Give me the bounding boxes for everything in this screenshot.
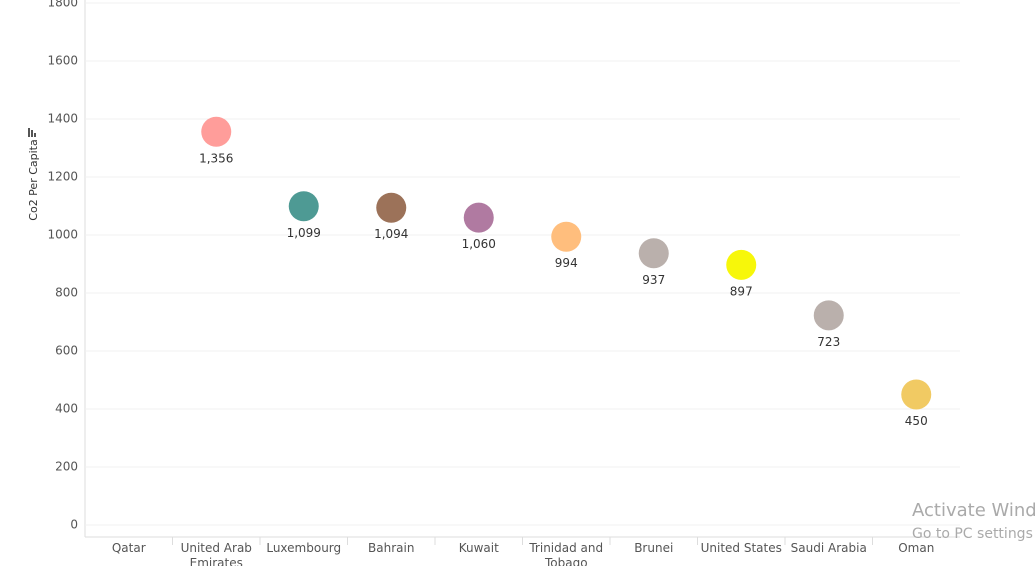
x-tick-label: Saudi Arabia: [790, 541, 867, 555]
data-label: 1,094: [374, 227, 408, 241]
data-label: 897: [730, 284, 753, 298]
x-tick-label: Brunei: [634, 541, 674, 555]
y-tick-label: 0: [70, 518, 78, 532]
y-tick-label: 1800: [47, 0, 78, 10]
data-label: 1,060: [462, 237, 496, 251]
x-tick-label: Bahrain: [368, 541, 415, 555]
y-tick-label: 400: [55, 402, 78, 416]
x-tick-label: Qatar: [111, 541, 146, 555]
y-tick-label: 1000: [47, 228, 78, 242]
x-tick-label: Luxembourg: [266, 541, 342, 555]
dot: [813, 300, 844, 331]
y-tick-label: 600: [55, 344, 78, 358]
y-tick-label: 800: [55, 286, 78, 300]
x-tick-label: Kuwait: [458, 541, 499, 555]
watermark-subtitle: Go to PC settings to activate Windows.: [912, 526, 1035, 542]
dot: [201, 116, 232, 147]
dot: [901, 379, 932, 410]
data-label: 450: [905, 414, 928, 428]
data-label: 994: [555, 256, 578, 270]
x-tick-label: United Arab Emirates: [180, 541, 252, 566]
y-tick-label: 1600: [47, 54, 78, 68]
dot: [638, 238, 669, 269]
dot: [726, 249, 757, 280]
y-tick-label: 1400: [47, 112, 78, 126]
x-tick-label: Trinidad and Tobago: [529, 541, 604, 566]
data-label: 1,356: [199, 151, 233, 165]
watermark-title: Activate Windows: [912, 500, 1035, 521]
sort-icon: [28, 128, 36, 137]
x-tick-label: United States: [700, 541, 782, 555]
dot: [463, 202, 494, 233]
data-label: 723: [817, 335, 840, 349]
dot: [376, 192, 407, 223]
y-tick-label: 200: [55, 460, 78, 474]
x-tick-label: Oman: [898, 541, 935, 555]
y-tick-label: 1200: [47, 170, 78, 184]
dot: [288, 191, 319, 222]
y-axis-title: Co2 Per Capita: [27, 139, 40, 220]
dot: [551, 221, 582, 252]
data-label: 937: [642, 273, 665, 287]
data-label: 1,099: [287, 226, 321, 240]
